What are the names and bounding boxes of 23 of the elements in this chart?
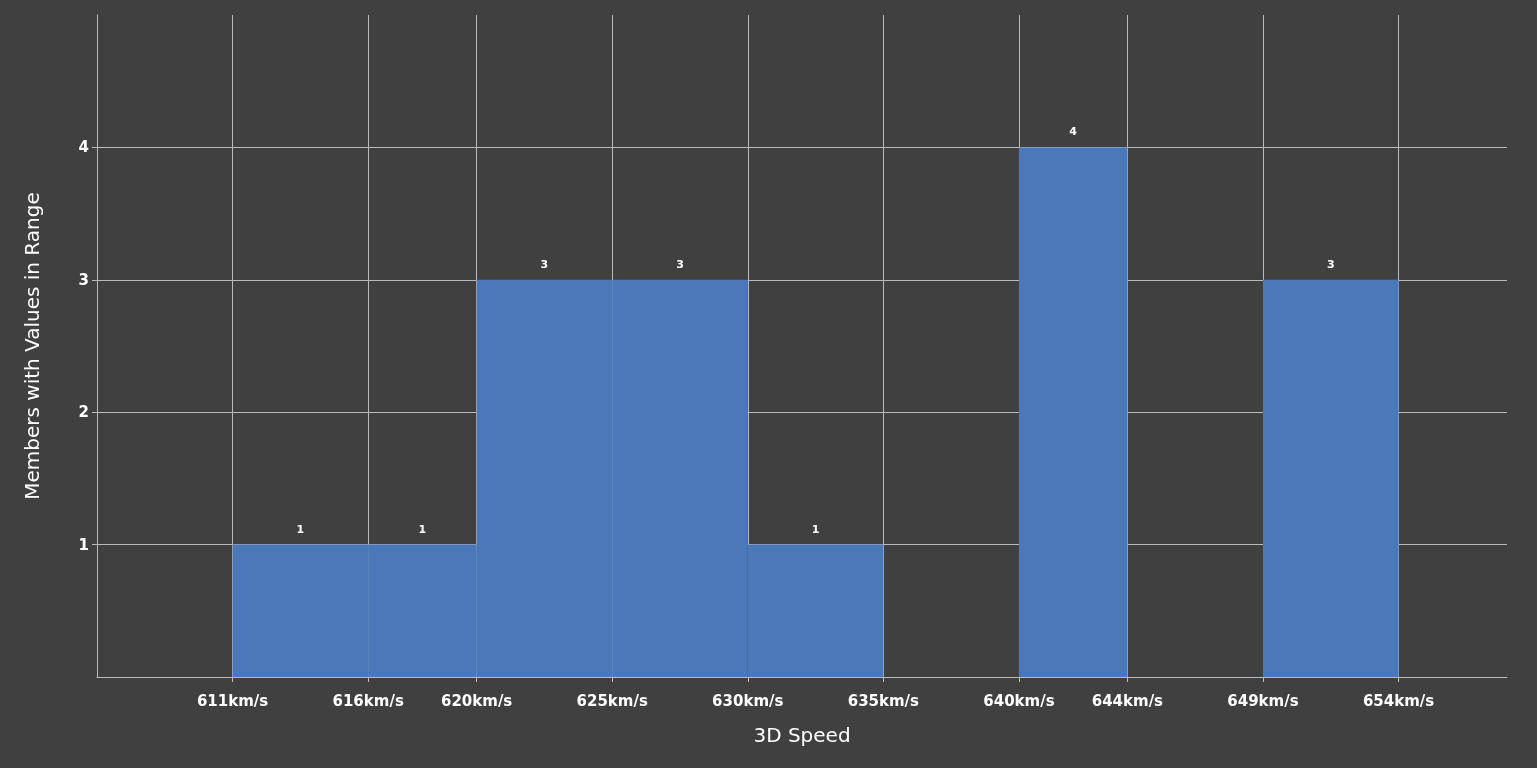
x-tick-label: 644km/s (1091, 691, 1164, 710)
x-tick-label: 630km/s (712, 691, 784, 710)
data-label: 3 (1326, 257, 1335, 271)
data-label: 1 (296, 522, 305, 536)
x-tick-label: 616km/s (332, 691, 404, 710)
x-tick-label: 654km/s (1362, 691, 1435, 710)
x-tick-label: 620km/s (440, 691, 513, 710)
y-tick-label: 2 (78, 403, 89, 422)
data-label: 4 (1069, 125, 1078, 139)
data-label: 3 (540, 257, 549, 271)
y-tick-label: 1 (78, 535, 89, 554)
x-tick-label: 635km/s (847, 691, 920, 710)
x-tick-label: 649km/s (1227, 691, 1299, 710)
x-tick-label: 640km/s (983, 691, 1055, 710)
x-axis-title: 3D Speed (753, 723, 851, 747)
y-axis-title: Members with Values in Range (20, 192, 44, 500)
y-tick-label: 4 (78, 138, 89, 157)
x-tick-label: 611km/s (196, 691, 269, 710)
data-label: 1 (418, 522, 427, 536)
y-tick-label: 3 (78, 270, 89, 289)
data-label: 3 (676, 257, 684, 271)
data-label: 1 (811, 522, 820, 536)
x-tick-label: 625km/s (576, 691, 648, 710)
